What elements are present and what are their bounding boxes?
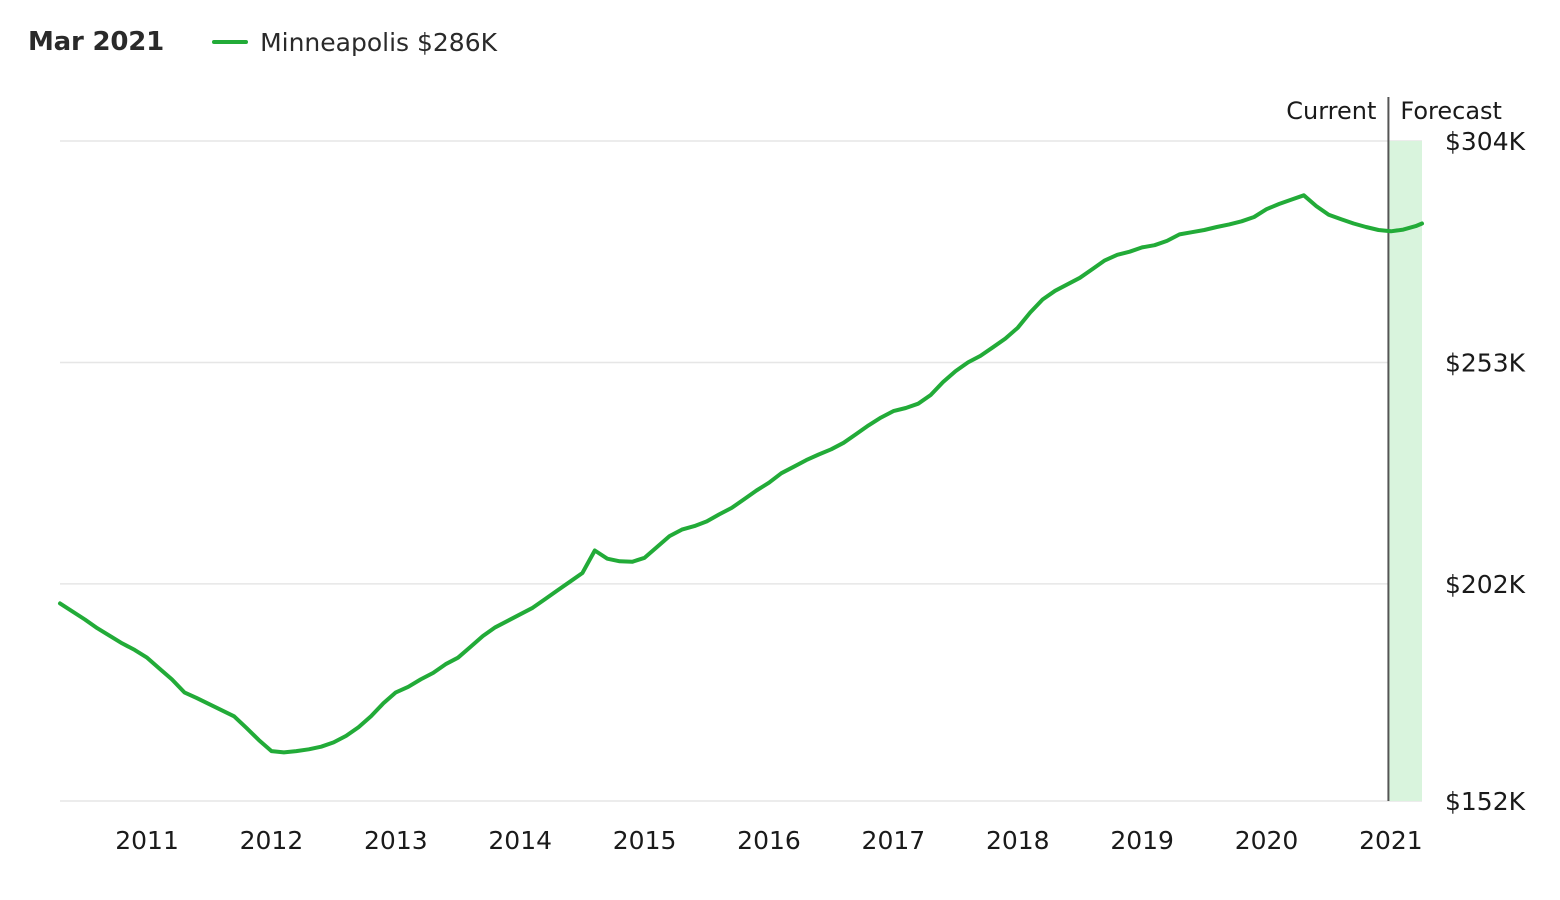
series-line-minneapolis[interactable] bbox=[58, 193, 1424, 755]
y-tick-label: $202K bbox=[1445, 570, 1526, 599]
x-tick-label: 2018 bbox=[986, 826, 1050, 855]
x-tick-label: 2014 bbox=[488, 826, 552, 855]
legend-line-swatch bbox=[212, 40, 249, 44]
chart-header: Mar 2021 Minneapolis $286K bbox=[28, 22, 497, 62]
y-tick-label: $304K bbox=[1445, 127, 1526, 156]
legend-label: Minneapolis $286K bbox=[260, 27, 498, 57]
y-tick-label: $253K bbox=[1445, 348, 1526, 377]
current-label: Current bbox=[1286, 97, 1376, 125]
current-forecast-annotation: Current Forecast bbox=[1286, 97, 1502, 125]
x-tick-label: 2015 bbox=[613, 826, 677, 855]
x-tick-label: 2021 bbox=[1359, 826, 1423, 855]
y-tick-label: $152K bbox=[1445, 787, 1526, 816]
series-layer bbox=[58, 193, 1424, 755]
gridlines bbox=[60, 140, 1422, 802]
x-tick-label: 2020 bbox=[1235, 826, 1299, 855]
x-tick-label: 2012 bbox=[240, 826, 304, 855]
legend: Minneapolis $286K bbox=[212, 28, 497, 57]
selected-date-label: Mar 2021 bbox=[28, 27, 165, 57]
forecast-region bbox=[1387, 97, 1422, 801]
x-tick-label: 2017 bbox=[862, 826, 926, 855]
forecast-label: Forecast bbox=[1400, 97, 1502, 125]
x-tick-label: 2019 bbox=[1110, 826, 1174, 855]
forecast-band bbox=[1388, 141, 1422, 801]
y-axis-tick-labels: $304K $253K $202K $152K bbox=[1445, 127, 1526, 816]
x-tick-label: 2013 bbox=[364, 826, 428, 855]
x-tick-label: 2011 bbox=[115, 826, 179, 855]
x-axis-tick-labels: 2011 2012 2013 2014 2015 2016 2017 2018 2019 2020… bbox=[115, 826, 1422, 855]
x-tick-label: 2016 bbox=[737, 826, 801, 855]
